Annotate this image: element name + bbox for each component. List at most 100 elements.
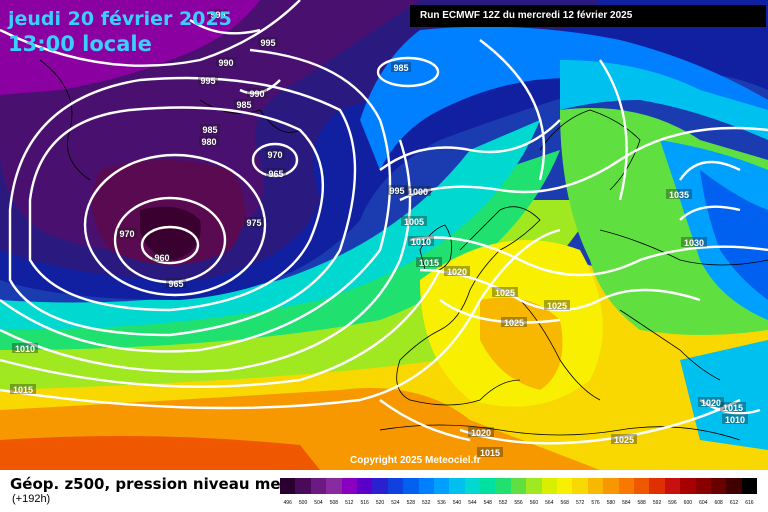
legend-swatch <box>680 478 696 494</box>
legend-label: 616 <box>745 500 754 506</box>
legend-swatch <box>433 478 450 494</box>
legend-swatch <box>295 478 311 494</box>
legend-swatch <box>633 478 650 494</box>
isobar-label: 1020 <box>447 267 467 277</box>
legend-label: 604 <box>699 500 708 506</box>
isobar-label: 960 <box>154 253 169 263</box>
legend-swatch <box>403 478 419 494</box>
legend-label: 568 <box>560 500 569 506</box>
isobar-label: 1015 <box>13 385 33 395</box>
isobar-label: 1000 <box>408 187 428 197</box>
isobar-label: 1020 <box>471 428 491 438</box>
legend-label: 548 <box>483 500 492 506</box>
legend-swatch <box>603 478 619 494</box>
color-legend <box>280 478 758 494</box>
isobar-label: 1015 <box>419 258 439 268</box>
legend-label: 552 <box>498 500 508 506</box>
isobar-label-bg <box>666 189 692 199</box>
isobar-label-bg <box>416 257 442 267</box>
isobar-label: 1005 <box>404 217 424 227</box>
isobar-label: 1010 <box>15 344 35 354</box>
legend-label: 540 <box>452 500 462 506</box>
legend-swatch <box>664 478 681 494</box>
legend-swatch <box>356 478 373 494</box>
isobar-label-bg <box>198 75 218 85</box>
legend-label: 524 <box>391 500 400 506</box>
legend-label: 584 <box>622 500 631 506</box>
legend-label: 508 <box>329 500 339 506</box>
legend-swatch <box>710 478 727 494</box>
legend-label: 596 <box>668 500 677 506</box>
isobar-label-bg <box>10 384 36 394</box>
isobar-label: 985 <box>393 63 408 73</box>
isobar-label-bg <box>501 317 527 327</box>
isobar-label-bg <box>391 62 411 72</box>
time-title: 13:00 locale <box>8 32 152 56</box>
legend-label: 612 <box>729 500 739 506</box>
legend-label: 588 <box>637 500 646 506</box>
legend-swatch <box>495 478 511 494</box>
isobar-label: 995 <box>200 76 215 86</box>
isobar-label-bg <box>234 99 254 109</box>
legend-swatch <box>587 478 604 494</box>
isobar-label-bg <box>444 266 470 276</box>
legend-label: 560 <box>529 500 539 506</box>
isobar-label-bg <box>152 252 172 262</box>
legend-swatch <box>572 478 588 494</box>
isobar-label-bg <box>492 287 518 297</box>
legend-swatch <box>695 478 711 494</box>
isobar-label-bg <box>401 216 427 226</box>
isobar-label: 1015 <box>480 448 500 458</box>
isobar-label: 970 <box>267 150 282 160</box>
isobar-label: 1020 <box>701 398 721 408</box>
isobar-label-bg <box>216 57 236 67</box>
isobar-label: 985 <box>236 100 251 110</box>
legend-swatch <box>480 478 496 494</box>
isobar-label-bg <box>200 124 220 134</box>
isobar-label: 995 <box>260 38 275 48</box>
legend-label: 608 <box>714 500 723 506</box>
legend-label: 572 <box>575 500 585 506</box>
isobar-label: 1025 <box>547 301 567 311</box>
isobar-label: 1010 <box>725 415 745 425</box>
isobar-label: 1025 <box>614 435 634 445</box>
isobar-label: 1030 <box>684 238 704 248</box>
isobar-label-bg <box>258 37 278 47</box>
isobar-label-bg <box>117 228 137 238</box>
forecast-lead: (+192h) <box>12 493 51 505</box>
isobar-label-bg <box>477 447 503 457</box>
isobar-label: 980 <box>201 137 216 147</box>
date-title: jeudi 20 février 2025 <box>8 8 232 30</box>
isobar-label-bg <box>265 149 285 159</box>
legend-swatch <box>449 478 465 494</box>
legend-label: 528 <box>406 500 415 506</box>
legend-label: 516 <box>360 500 369 506</box>
isobar-label-bg <box>408 236 434 246</box>
map-title: Géop. z500, pression niveau mer <box>10 475 288 493</box>
legend-label: 600 <box>683 500 693 506</box>
legend-swatch <box>541 478 558 494</box>
legend-swatch <box>326 478 342 494</box>
isobar-label: 990 <box>249 89 264 99</box>
isobar-label-bg <box>208 9 228 19</box>
isobar-label-bg <box>199 136 219 146</box>
isobar-label-bg <box>544 300 570 310</box>
isobar-label: 1035 <box>669 190 689 200</box>
isobar-label-bg <box>12 343 38 353</box>
copyright: Copyright 2025 Meteociel.fr <box>350 455 481 466</box>
legend-label: 556 <box>514 500 523 506</box>
isobar-label-bg <box>166 278 186 288</box>
legend-swatch <box>464 478 481 494</box>
isobar-label-bg <box>681 237 707 247</box>
legend-swatch <box>510 478 527 494</box>
isobar-label: 985 <box>202 125 217 135</box>
legend-swatch <box>649 478 665 494</box>
isobar-label: 990 <box>218 58 233 68</box>
legend-label: 496 <box>283 500 292 506</box>
legend-label: 532 <box>422 500 431 506</box>
legend-label: 544 <box>468 500 477 506</box>
run-info: Run ECMWF 12Z du mercredi 12 février 202… <box>410 5 766 27</box>
legend-label: 564 <box>545 500 554 506</box>
legend-swatch <box>372 478 388 494</box>
legend-swatch <box>618 478 634 494</box>
